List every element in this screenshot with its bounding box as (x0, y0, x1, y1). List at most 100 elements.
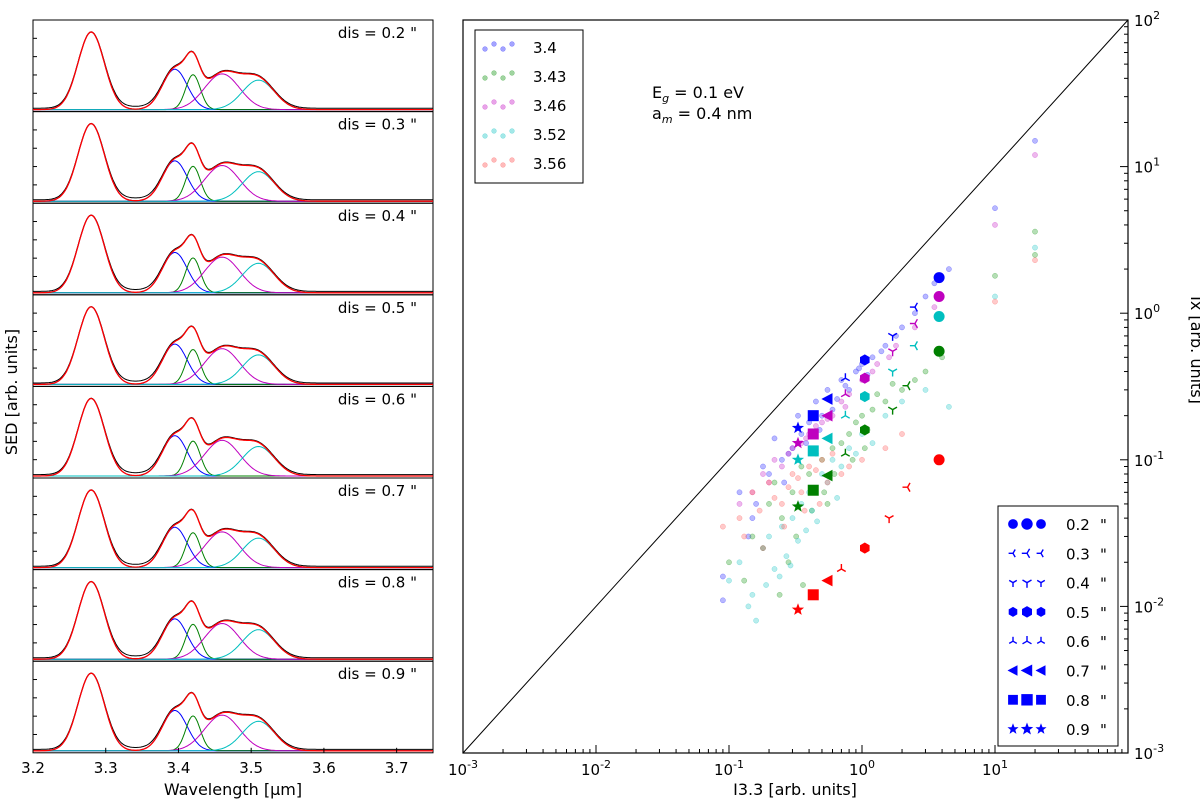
marker-spoke (914, 341, 919, 347)
scatter-point (783, 553, 790, 560)
marker-spoke (845, 393, 851, 398)
sed-panel: dis = 0.2 " dis = 0.3 " dis = 0.4 " dis = 0… (2, 19, 434, 799)
total-fit-curve (33, 122, 433, 202)
scatter-point (736, 515, 743, 521)
ix-axis-label: Ix [arb. units] (1187, 296, 1200, 404)
distance-legend-label: 0.7 (1066, 663, 1090, 681)
scatter-point (992, 222, 998, 228)
marker-spoke (1026, 552, 1031, 559)
distance-legend-unit: " (1100, 604, 1107, 622)
scatter-point (741, 533, 748, 540)
marker-spoke (840, 453, 846, 457)
scatter-point (869, 440, 876, 446)
legend-swatch-point (482, 133, 488, 139)
sed-subpanel: dis = 0.7 " (32, 477, 434, 571)
scatter-point (813, 467, 819, 473)
legend-marker-triangle-left (1020, 664, 1033, 677)
scatter-point (736, 501, 743, 507)
marker-spoke (914, 306, 919, 312)
scatter-point (776, 573, 783, 580)
marker-spoke (887, 406, 893, 411)
observed-sed-curve (33, 397, 433, 476)
marker-spoke (906, 381, 911, 387)
scatter-point (889, 380, 896, 387)
legend-marker-circle (1036, 519, 1046, 529)
scatter-point (824, 479, 831, 486)
distance-legend-unit: " (1100, 545, 1107, 563)
scatter-point (824, 387, 831, 393)
scatter-point (771, 566, 778, 572)
legend-swatch-point (482, 162, 488, 168)
legend-swatch-point (509, 41, 515, 47)
distance-marker-tri-left (902, 482, 911, 492)
distance-marker-circle (933, 345, 945, 357)
scatter-point (760, 545, 766, 551)
gaussian-component-curve (33, 68, 433, 111)
scatter-point (853, 419, 859, 426)
distance-legend-unit: " (1100, 516, 1107, 534)
distance-marker-triangle-left (821, 393, 833, 405)
scatter-point (946, 403, 952, 410)
scatter-point (789, 515, 796, 521)
scatter-point (736, 559, 743, 566)
marker-spoke (840, 393, 846, 398)
scatter-point (838, 398, 845, 405)
observed-sed-curve (33, 31, 433, 109)
distance-marker-star (791, 453, 805, 465)
distance-marker-tri-down (887, 368, 898, 377)
scatter-point (798, 431, 805, 437)
scatter-point (846, 387, 852, 393)
marker-spoke (914, 323, 919, 329)
scatter-point (749, 533, 756, 540)
distance-panel-label: dis = 0.8 " (338, 574, 417, 592)
wavelength-legend-label: 3.46 (533, 97, 566, 115)
series-3.52 (726, 244, 1038, 624)
scatter-point (785, 484, 792, 491)
distance-legend-unit: " (1100, 692, 1107, 710)
scatter-point (779, 501, 785, 507)
observed-sed-curve (33, 306, 433, 384)
gaussian-component-curve (33, 354, 433, 385)
scatter-point (922, 368, 929, 375)
legend-marker-square (1036, 694, 1046, 705)
distance-marker-tri-up (840, 373, 851, 382)
distance-marker-star (791, 500, 805, 512)
scatter-point (766, 471, 772, 477)
distance-panel-label: dis = 0.2 " (338, 24, 417, 42)
scatter-point (800, 582, 806, 588)
legend-swatch-point (482, 46, 488, 52)
observed-sed-curve (33, 214, 433, 292)
band-gap-annotation: Eg = 0.1 eV (652, 83, 744, 105)
marker-spoke (1012, 640, 1018, 645)
gaussian-component-curve (33, 720, 433, 752)
distance-marker-tri-down (887, 332, 898, 341)
scatter-point (771, 495, 778, 501)
grain-size-annotation: am = 0.4 nm (652, 104, 752, 126)
observed-sed-curve (33, 122, 433, 201)
distance-marker-tri-down (884, 514, 894, 524)
scatter-point (720, 573, 726, 580)
i33-tick-label: 10-1 (714, 758, 744, 779)
total-fit-curve (33, 306, 433, 386)
distance-marker-tri-up (840, 448, 851, 457)
gaussian-component-curve (33, 526, 433, 569)
scatter-point (922, 387, 929, 393)
scatter-point (787, 562, 794, 569)
wavelength-tick-label: 3.2 (21, 759, 45, 777)
scatter-point (931, 280, 938, 287)
gaussian-component-curve (33, 252, 433, 294)
legend-swatch-point (491, 157, 497, 163)
legend-marker-hexagon (1036, 606, 1046, 617)
scatter-point (793, 533, 800, 540)
distance-legend-label: 0.4 (1066, 575, 1090, 593)
legend-swatch-point (500, 75, 506, 81)
legend-swatch-point (500, 162, 506, 168)
scatter-point (785, 450, 792, 457)
distance-marker-triangle-left (821, 574, 833, 587)
scatter-point (785, 559, 792, 566)
marker-spoke (840, 377, 846, 382)
wavelength-tick-label: 3.4 (167, 759, 191, 777)
distance-panel-label: dis = 0.3 " (338, 116, 417, 134)
distance-marker-triangle-left (821, 432, 833, 445)
